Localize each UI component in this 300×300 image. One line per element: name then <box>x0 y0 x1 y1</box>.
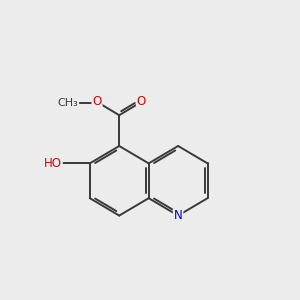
Text: N: N <box>174 209 182 222</box>
Text: O: O <box>137 95 146 108</box>
Text: HO: HO <box>44 157 62 170</box>
Text: O: O <box>92 95 102 108</box>
Text: CH₃: CH₃ <box>57 98 78 108</box>
